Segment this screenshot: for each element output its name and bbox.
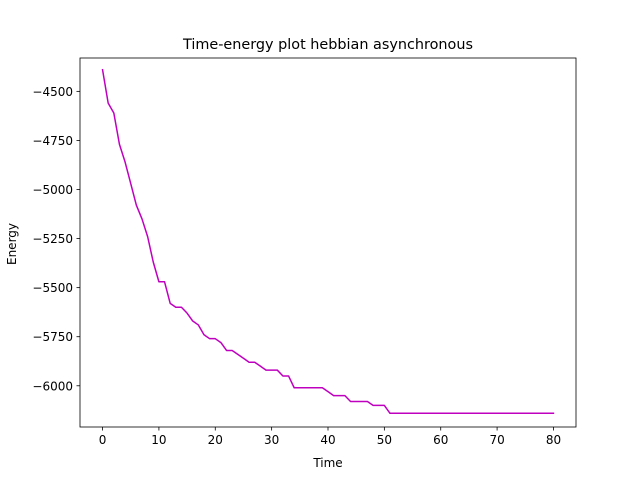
y-tick-label: −5250 [32,232,73,246]
x-axis-label: Time [312,456,342,470]
y-tick-label: −6000 [32,379,73,393]
y-tick-label: −5500 [32,281,73,295]
x-tick-label: 30 [264,433,279,447]
y-tick-label: −5750 [32,330,73,344]
y-tick-label: −4750 [32,134,73,148]
chart-title: Time-energy plot hebbian asynchronous [182,37,473,53]
x-tick-label: 70 [489,433,504,447]
x-tick-label: 80 [546,433,561,447]
x-tick-label: 60 [433,433,448,447]
x-tick-label: 0 [99,433,107,447]
y-axis-label: Energy [5,223,19,265]
x-tick-label: 40 [320,433,335,447]
plot-frame [79,57,577,428]
plot-area: 0 10 20 30 40 50 60 70 80 −4500 −4750 −5000 −5250 −55… [32,57,577,447]
y-tick-label: −4500 [32,85,73,99]
series-line-0 [101,68,555,415]
x-tick-label: 50 [377,433,392,447]
x-tick-label: 10 [151,433,166,447]
x-tick-label: 20 [208,433,223,447]
y-tick-label: −5000 [32,183,73,197]
